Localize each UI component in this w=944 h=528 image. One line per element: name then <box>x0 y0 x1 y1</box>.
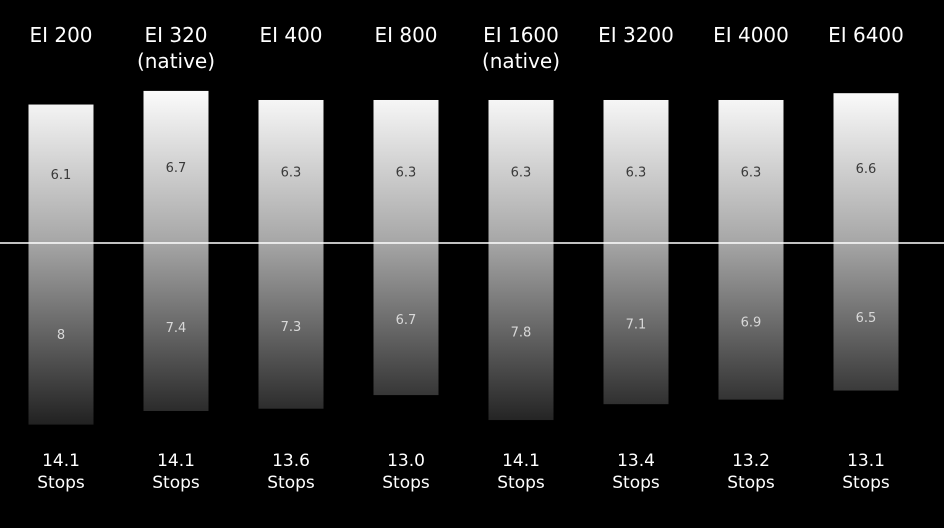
bar <box>603 99 669 405</box>
below-value-label: 7.8 <box>511 326 532 341</box>
total-unit: Stops <box>382 473 430 493</box>
total-unit: Stops <box>267 473 315 493</box>
above-value-label: 6.3 <box>396 165 417 180</box>
category-label: EI 800 <box>374 23 437 47</box>
category-sublabel: (native) <box>482 49 560 73</box>
total-value: 14.1 <box>157 451 195 471</box>
total-unit: Stops <box>842 473 890 493</box>
total-value: 13.1 <box>847 451 885 471</box>
below-value-label: 7.3 <box>281 320 302 335</box>
total-value: 14.1 <box>42 451 80 471</box>
above-value-label: 6.1 <box>51 168 72 183</box>
bar <box>373 99 439 396</box>
total-unit: Stops <box>727 473 775 493</box>
total-unit: Stops <box>37 473 85 493</box>
above-value-label: 6.6 <box>856 162 877 177</box>
bar <box>488 99 554 421</box>
bar <box>143 90 209 411</box>
category-label: EI 200 <box>29 23 92 47</box>
above-value-label: 6.3 <box>741 165 762 180</box>
above-value-label: 6.3 <box>281 165 302 180</box>
total-value: 14.1 <box>502 451 540 471</box>
total-value: 13.4 <box>617 451 655 471</box>
below-value-label: 7.4 <box>166 321 187 336</box>
category-sublabel: (native) <box>137 49 215 73</box>
bar <box>718 99 784 400</box>
total-unit: Stops <box>612 473 660 493</box>
category-label: EI 1600 <box>483 23 559 47</box>
category-label: EI 3200 <box>598 23 674 47</box>
bar <box>833 93 899 391</box>
above-value-label: 6.7 <box>166 161 187 176</box>
total-value: 13.2 <box>732 451 770 471</box>
category-label: EI 400 <box>259 23 322 47</box>
above-value-label: 6.3 <box>511 165 532 180</box>
below-value-label: 6.9 <box>741 315 762 330</box>
below-value-label: 7.1 <box>626 318 647 333</box>
category-label: EI 320 <box>144 23 207 47</box>
total-unit: Stops <box>152 473 200 493</box>
bar <box>28 104 94 425</box>
category-label: EI 4000 <box>713 23 789 47</box>
below-value-label: 6.7 <box>396 313 417 328</box>
total-value: 13.0 <box>387 451 425 471</box>
total-unit: Stops <box>497 473 545 493</box>
category-label: EI 6400 <box>828 23 904 47</box>
bar <box>258 99 324 409</box>
total-value: 13.6 <box>272 451 310 471</box>
below-value-label: 8 <box>57 328 65 343</box>
below-value-label: 6.5 <box>856 311 877 326</box>
above-value-label: 6.3 <box>626 165 647 180</box>
